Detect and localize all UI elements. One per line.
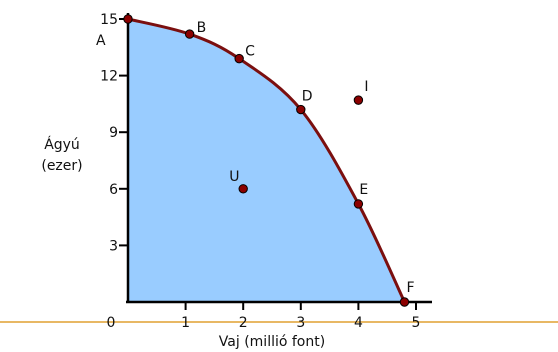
point-label-c: C [245, 44, 255, 60]
point-label-f: F [406, 280, 414, 296]
y-tick-label: 9 [109, 125, 118, 141]
point-u [238, 184, 248, 194]
x-tick-label: 0 [107, 315, 116, 331]
point-a [123, 14, 133, 24]
point-i [353, 95, 364, 105]
point-label-i: I [364, 79, 368, 95]
point-f [399, 297, 410, 307]
point-label-e: E [359, 182, 368, 198]
x-tick-label: 2 [239, 315, 248, 331]
y-tick-label: 3 [109, 238, 118, 254]
point-d [296, 104, 306, 115]
point-label-a: A [96, 33, 106, 49]
point-label-u: U [229, 169, 239, 185]
point-e [353, 199, 364, 209]
x-tick-label: 5 [412, 315, 421, 331]
x-axis-label: Vaj (millió font) [219, 334, 325, 350]
point-label-d: D [302, 89, 313, 105]
y-axis-label-line-1: Ágyú [44, 136, 80, 153]
point-label-b: B [197, 20, 207, 36]
feasible-area [128, 19, 405, 302]
y-tick-label: 15 [100, 12, 118, 28]
x-tick-label: 1 [181, 315, 190, 331]
point-b [184, 29, 195, 39]
y-tick-label: 12 [100, 69, 118, 85]
x-tick-label: 3 [296, 315, 305, 331]
y-axis-label-line-2: (ezer) [41, 158, 82, 174]
x-tick-label: 4 [354, 315, 363, 331]
points: A B C D E F I U [96, 14, 415, 307]
point-c [234, 53, 244, 64]
y-ticks: 3 6 9 12 15 [100, 12, 128, 254]
y-tick-label: 6 [109, 182, 118, 198]
x-ticks: 0 1 2 3 4 5 [107, 302, 421, 331]
